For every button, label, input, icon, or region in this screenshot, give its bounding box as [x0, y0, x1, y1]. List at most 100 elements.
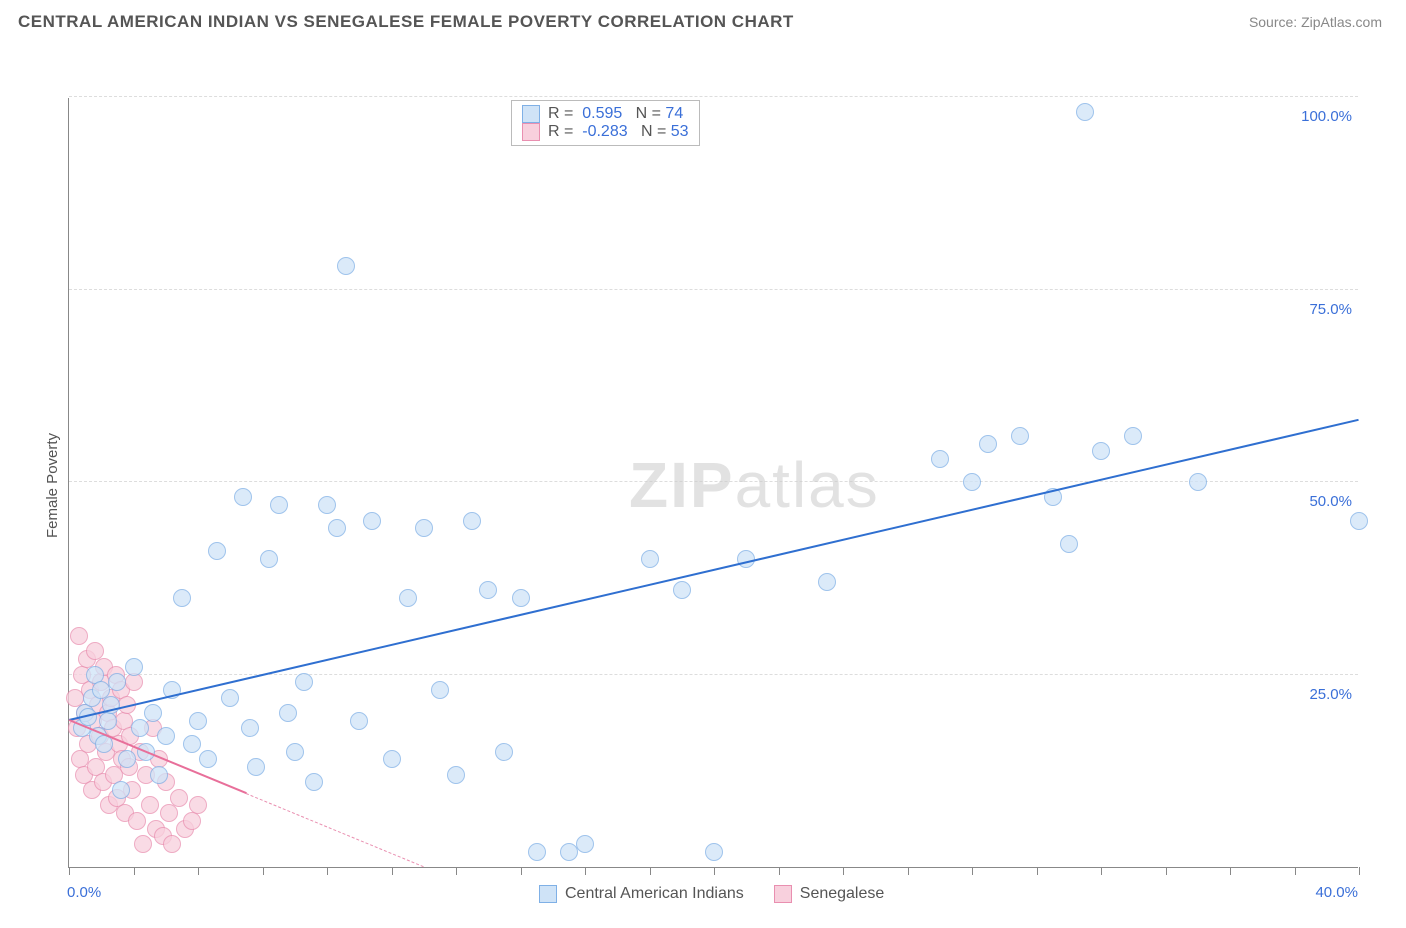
- data-point: [163, 835, 181, 853]
- stats-row: R = -0.283 N = 53: [522, 123, 689, 141]
- x-tick: [843, 867, 844, 875]
- x-tick: [521, 867, 522, 875]
- x-tick: [69, 867, 70, 875]
- data-point: [305, 773, 323, 791]
- x-tick: [1230, 867, 1231, 875]
- legend-label: Central American Indians: [565, 885, 744, 903]
- data-point: [157, 727, 175, 745]
- x-tick: [908, 867, 909, 875]
- data-point: [199, 750, 217, 768]
- data-point: [328, 519, 346, 537]
- data-point: [1092, 442, 1110, 460]
- watermark: ZIPatlas: [629, 448, 880, 522]
- data-point: [134, 835, 152, 853]
- data-point: [170, 789, 188, 807]
- data-point: [350, 712, 368, 730]
- data-point: [125, 658, 143, 676]
- x-tick: [392, 867, 393, 875]
- data-point: [431, 681, 449, 699]
- data-point: [141, 796, 159, 814]
- data-point: [931, 450, 949, 468]
- data-point: [150, 766, 168, 784]
- x-tick: [263, 867, 264, 875]
- data-point: [415, 519, 433, 537]
- x-tick: [1359, 867, 1360, 875]
- data-point: [234, 488, 252, 506]
- data-point: [112, 781, 130, 799]
- x-tick: [1166, 867, 1167, 875]
- x-origin-label: 0.0%: [67, 884, 101, 901]
- x-tick: [1037, 867, 1038, 875]
- data-point: [1076, 103, 1094, 121]
- stats-text: R = -0.283 N = 53: [548, 123, 689, 141]
- data-point: [279, 704, 297, 722]
- legend-swatch: [522, 105, 540, 123]
- y-axis-label: Female Poverty: [44, 433, 61, 538]
- x-tick: [134, 867, 135, 875]
- data-point: [337, 257, 355, 275]
- y-tick-label: 50.0%: [1309, 493, 1352, 510]
- plot-area: 25.0%50.0%75.0%100.0%0.0%40.0%ZIPatlasR …: [68, 98, 1358, 868]
- trend-line: [69, 418, 1359, 720]
- y-tick-label: 100.0%: [1301, 108, 1352, 125]
- x-tick: [456, 867, 457, 875]
- chart-container: 25.0%50.0%75.0%100.0%0.0%40.0%ZIPatlasR …: [20, 48, 1386, 928]
- data-point: [447, 766, 465, 784]
- data-point: [108, 673, 126, 691]
- data-point: [979, 435, 997, 453]
- y-tick-label: 75.0%: [1309, 301, 1352, 318]
- legend-swatch: [522, 123, 540, 141]
- data-point: [463, 512, 481, 530]
- x-tick: [1295, 867, 1296, 875]
- data-point: [318, 496, 336, 514]
- data-point: [1350, 512, 1368, 530]
- data-point: [125, 673, 143, 691]
- data-point: [247, 758, 265, 776]
- legend-item: Central American Indians: [539, 885, 744, 903]
- gridline: [69, 96, 1358, 97]
- y-tick-label: 25.0%: [1309, 686, 1352, 703]
- data-point: [818, 573, 836, 591]
- stats-text: R = 0.595 N = 74: [548, 105, 683, 123]
- data-point: [383, 750, 401, 768]
- x-tick: [327, 867, 328, 875]
- data-point: [183, 812, 201, 830]
- legend-label: Senegalese: [800, 885, 885, 903]
- gridline: [69, 289, 1358, 290]
- data-point: [221, 689, 239, 707]
- legend: Central American Indians Senegalese: [539, 885, 884, 903]
- x-tick: [972, 867, 973, 875]
- data-point: [260, 550, 278, 568]
- data-point: [241, 719, 259, 737]
- chart-header: CENTRAL AMERICAN INDIAN VS SENEGALESE FE…: [0, 0, 1406, 40]
- data-point: [160, 804, 178, 822]
- x-tick: [779, 867, 780, 875]
- data-point: [705, 843, 723, 861]
- data-point: [99, 712, 117, 730]
- data-point: [208, 542, 226, 560]
- data-point: [286, 743, 304, 761]
- data-point: [173, 589, 191, 607]
- x-tick: [198, 867, 199, 875]
- data-point: [963, 473, 981, 491]
- gridline: [69, 481, 1358, 482]
- data-point: [189, 712, 207, 730]
- stats-row: R = 0.595 N = 74: [522, 105, 689, 123]
- data-point: [118, 750, 136, 768]
- data-point: [528, 843, 546, 861]
- data-point: [576, 835, 594, 853]
- data-point: [673, 581, 691, 599]
- legend-item: Senegalese: [774, 885, 885, 903]
- data-point: [512, 589, 530, 607]
- x-tick: [714, 867, 715, 875]
- data-point: [641, 550, 659, 568]
- data-point: [270, 496, 288, 514]
- data-point: [399, 589, 417, 607]
- data-point: [1189, 473, 1207, 491]
- data-point: [1011, 427, 1029, 445]
- data-point: [70, 627, 88, 645]
- chart-source: Source: ZipAtlas.com: [1249, 14, 1382, 30]
- data-point: [1060, 535, 1078, 553]
- data-point: [128, 812, 146, 830]
- data-point: [183, 735, 201, 753]
